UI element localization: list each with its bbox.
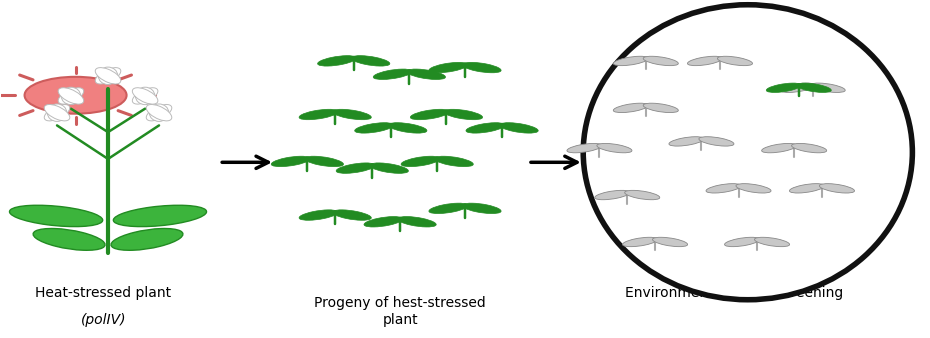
Ellipse shape <box>780 83 816 93</box>
Ellipse shape <box>595 190 630 200</box>
Ellipse shape <box>397 217 436 227</box>
Ellipse shape <box>45 104 70 121</box>
Ellipse shape <box>406 69 445 79</box>
Ellipse shape <box>45 104 70 121</box>
Ellipse shape <box>132 88 158 104</box>
Text: Environmental stress screening: Environmental stress screening <box>625 286 843 300</box>
Ellipse shape <box>99 67 118 84</box>
Ellipse shape <box>369 163 408 173</box>
Ellipse shape <box>59 88 84 104</box>
Ellipse shape <box>754 237 790 247</box>
Ellipse shape <box>466 123 505 133</box>
Circle shape <box>24 77 126 114</box>
Ellipse shape <box>434 156 473 167</box>
Ellipse shape <box>597 143 632 153</box>
Text: Heat-stressed plant: Heat-stressed plant <box>35 286 171 300</box>
Ellipse shape <box>364 217 403 227</box>
Ellipse shape <box>9 205 102 226</box>
Ellipse shape <box>583 5 912 300</box>
Ellipse shape <box>706 184 741 193</box>
Ellipse shape <box>132 88 158 104</box>
Ellipse shape <box>332 109 371 120</box>
Ellipse shape <box>332 210 371 220</box>
Ellipse shape <box>810 83 845 93</box>
Ellipse shape <box>796 83 831 93</box>
Ellipse shape <box>613 56 648 66</box>
Ellipse shape <box>388 123 427 133</box>
Ellipse shape <box>150 104 168 121</box>
Ellipse shape <box>644 56 678 66</box>
Ellipse shape <box>429 203 468 214</box>
Ellipse shape <box>736 184 771 193</box>
Ellipse shape <box>766 83 802 93</box>
Ellipse shape <box>95 68 121 84</box>
Ellipse shape <box>113 205 206 226</box>
Ellipse shape <box>146 104 172 121</box>
Ellipse shape <box>136 87 154 105</box>
Ellipse shape <box>462 203 501 214</box>
Ellipse shape <box>724 237 760 247</box>
Ellipse shape <box>567 143 602 153</box>
Ellipse shape <box>791 143 827 153</box>
Ellipse shape <box>111 228 183 250</box>
Text: Progeny of hest-stressed
plant: Progeny of hest-stressed plant <box>314 296 486 327</box>
Ellipse shape <box>351 56 390 66</box>
Ellipse shape <box>318 56 356 66</box>
Ellipse shape <box>613 103 648 113</box>
Ellipse shape <box>33 228 105 250</box>
Ellipse shape <box>644 103 678 113</box>
Ellipse shape <box>762 143 797 153</box>
Ellipse shape <box>698 137 734 146</box>
Ellipse shape <box>299 109 338 120</box>
Ellipse shape <box>354 123 393 133</box>
Ellipse shape <box>272 156 311 167</box>
Ellipse shape <box>717 56 752 66</box>
Ellipse shape <box>429 62 468 73</box>
Ellipse shape <box>61 87 81 105</box>
Ellipse shape <box>444 109 483 120</box>
Ellipse shape <box>304 156 343 167</box>
Ellipse shape <box>625 190 659 200</box>
Ellipse shape <box>653 237 687 247</box>
Ellipse shape <box>373 69 412 79</box>
Ellipse shape <box>95 68 121 84</box>
Ellipse shape <box>47 104 67 121</box>
Ellipse shape <box>299 210 338 220</box>
Ellipse shape <box>336 163 375 173</box>
Ellipse shape <box>622 237 658 247</box>
Ellipse shape <box>669 137 704 146</box>
Ellipse shape <box>59 88 84 104</box>
Text: (polIV): (polIV) <box>81 313 126 327</box>
Ellipse shape <box>687 56 723 66</box>
Ellipse shape <box>462 62 501 73</box>
Ellipse shape <box>819 184 855 193</box>
Ellipse shape <box>401 156 440 167</box>
Ellipse shape <box>790 184 825 193</box>
Ellipse shape <box>410 109 449 120</box>
Ellipse shape <box>499 123 538 133</box>
Ellipse shape <box>146 104 172 121</box>
